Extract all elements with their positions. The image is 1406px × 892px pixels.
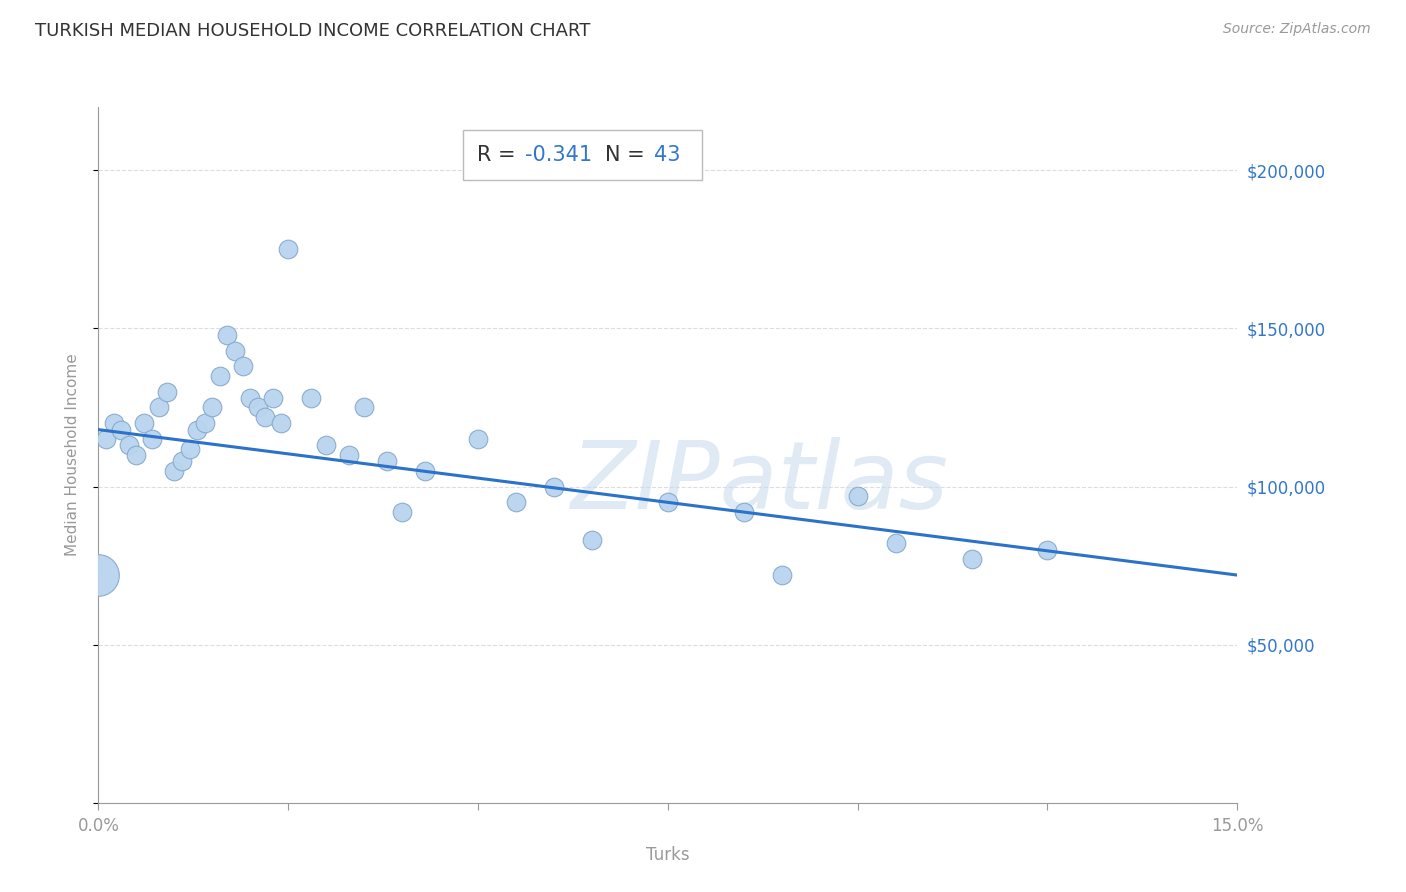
Text: -0.341: -0.341 [526, 145, 592, 165]
Point [505, 495, 527, 509]
Point [232, 359, 254, 374]
Point [217, 327, 239, 342]
Point [254, 409, 277, 424]
Point [270, 417, 292, 431]
Text: ZIPatlas: ZIPatlas [569, 437, 948, 528]
Point [103, 417, 125, 431]
Point [239, 391, 262, 405]
Point [543, 479, 565, 493]
Point [657, 495, 679, 509]
Point [960, 552, 983, 566]
Point [94, 432, 117, 446]
Point [170, 454, 193, 468]
Point [391, 505, 413, 519]
Point [110, 423, 132, 437]
Point [141, 432, 163, 446]
Point [581, 533, 603, 548]
Text: R =: R = [477, 145, 522, 165]
Point [375, 454, 398, 468]
Point [846, 489, 869, 503]
Y-axis label: Median Household Income: Median Household Income [65, 353, 80, 557]
Point [132, 417, 155, 431]
Point [201, 401, 224, 415]
Point [156, 384, 179, 399]
Text: 43: 43 [654, 145, 681, 165]
Point [224, 343, 246, 358]
X-axis label: Turks: Turks [645, 846, 690, 863]
Text: TURKISH MEDIAN HOUSEHOLD INCOME CORRELATION CHART: TURKISH MEDIAN HOUSEHOLD INCOME CORRELAT… [35, 22, 591, 40]
Text: Source: ZipAtlas.com: Source: ZipAtlas.com [1223, 22, 1371, 37]
Point [194, 417, 217, 431]
Point [733, 505, 755, 519]
Point [186, 423, 208, 437]
Point [467, 432, 489, 446]
FancyBboxPatch shape [463, 130, 702, 180]
Point [353, 401, 375, 415]
Point [299, 391, 322, 405]
Point [246, 401, 269, 415]
Point [87, 568, 110, 582]
Point [118, 438, 141, 452]
Point [179, 442, 201, 456]
Point [148, 401, 170, 415]
Point [208, 368, 231, 383]
Point [770, 568, 793, 582]
Point [884, 536, 907, 550]
Point [125, 448, 148, 462]
Point [262, 391, 284, 405]
Point [315, 438, 337, 452]
Point [163, 464, 186, 478]
Point [1036, 542, 1059, 557]
Point [337, 448, 360, 462]
Text: N =: N = [605, 145, 651, 165]
Point [413, 464, 436, 478]
Point [277, 243, 299, 257]
